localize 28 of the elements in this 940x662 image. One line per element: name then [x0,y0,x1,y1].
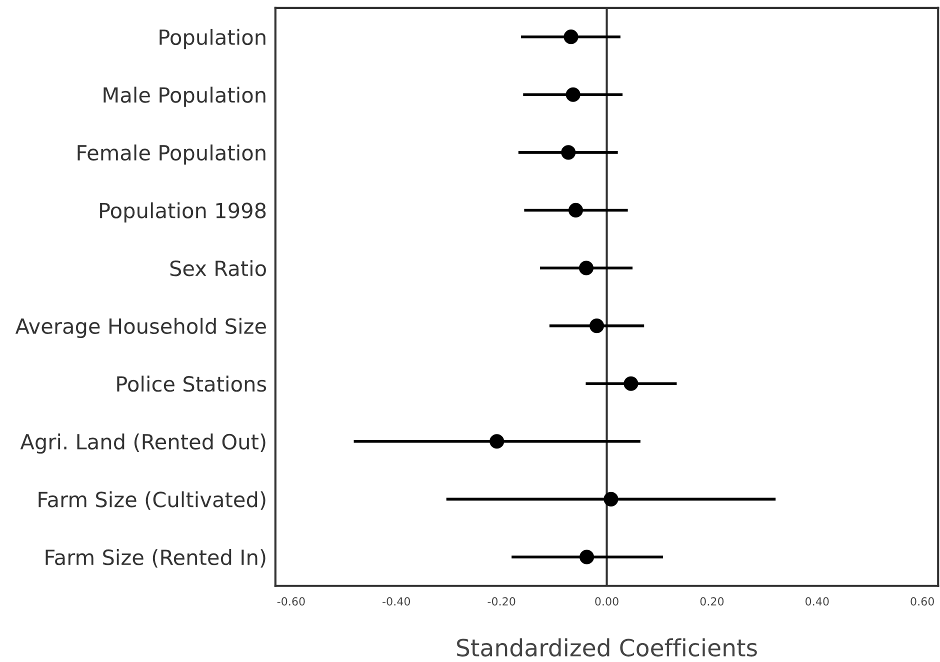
point [578,260,594,276]
point [624,376,638,391]
x-tick-label: -0.20 [488,597,516,606]
x-tick-label: 0.40 [806,597,829,606]
y-tick-label: Farm Size (Rented In) [46,549,266,568]
point [490,434,504,449]
point [566,87,580,102]
y-tick-label: Population 1998 [100,202,266,222]
x-tick-label: 0.60 [910,597,934,606]
x-tick-label: 0.20 [700,597,724,606]
point [604,492,618,506]
point [561,145,576,160]
x-tick-label: 0.00 [595,597,618,606]
y-tick-label: Sex Ratio [170,260,266,276]
point [568,202,584,218]
x-tick-label: -0.40 [382,597,410,606]
y-tick-label: Agri. Land (Rented Out) [20,433,266,454]
y-tick-label: Farm Size (Cultivated) [38,491,266,510]
y-tick-label: Police Stations [117,376,266,392]
y-tick-label: Population [160,28,266,50]
point [564,30,578,44]
x-tick-label: -0.60 [277,597,305,606]
y-tick-label: Average Household Size [15,318,266,338]
point [580,550,594,564]
y-tick-label: Female Population [78,144,266,165]
y-tick-label: Male Population [104,86,266,107]
point [589,318,604,334]
x-axis-title: Standardized Coefficients [457,638,757,657]
